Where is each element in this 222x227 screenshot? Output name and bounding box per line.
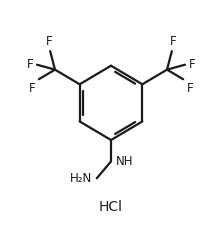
Text: F: F [29, 82, 36, 95]
Text: F: F [27, 58, 33, 71]
Text: NH: NH [116, 155, 133, 168]
Text: H₂N: H₂N [70, 171, 92, 184]
Text: HCl: HCl [99, 200, 123, 214]
Text: F: F [186, 82, 193, 95]
Text: F: F [170, 35, 176, 48]
Text: F: F [189, 58, 195, 71]
Text: F: F [46, 35, 52, 48]
